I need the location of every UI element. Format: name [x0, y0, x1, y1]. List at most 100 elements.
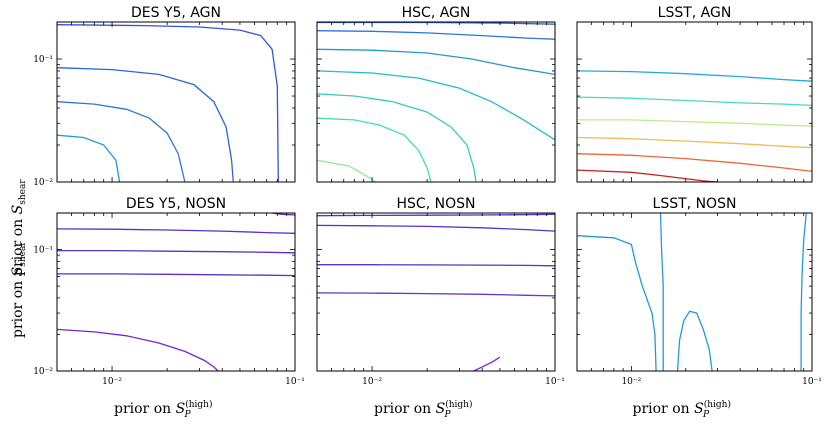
contour-line-2.50: [57, 24, 279, 182]
x-axis-label-sub: P: [443, 410, 451, 420]
y-tick-label: 10⁻²: [33, 367, 53, 377]
panel-title: HSC, NOSN: [397, 196, 476, 212]
contour-line-5.00: [317, 48, 555, 76]
x-axis-label-sup: (high): [704, 399, 731, 410]
contour-line-1.32: [57, 249, 295, 254]
contour-line-4.20: [800, 213, 807, 371]
contour-line-1.50: [317, 224, 555, 232]
contour-label: 6.00: [492, 81, 522, 105]
contour-line-4.05: [676, 310, 713, 371]
contour-label-bg: [490, 80, 524, 106]
contour-line-1.44: [57, 328, 219, 371]
contour-label-bg: [793, 289, 806, 321]
contour-lines: [57, 213, 295, 371]
contour-label: 2.50: [186, 23, 213, 38]
y-axis-label-sub: shear: [18, 179, 28, 205]
contour-label-group: 4.00: [356, 27, 388, 42]
x-axis-label-sub: P: [183, 410, 191, 420]
x-axis-label-symbol: S: [436, 401, 446, 417]
contour-line-10.00: [577, 119, 812, 127]
x-axis-label: prior on S(high) P: [114, 399, 212, 420]
x-axis-label-symbol: S: [176, 401, 186, 417]
contour-label-bg: [459, 355, 493, 381]
contour-label-group: 2.50: [183, 23, 216, 38]
contour-line-4.20: [659, 213, 664, 371]
axis-ticks: [576, 212, 813, 372]
svg-text:prior on Sshear: prior on Sshear: [10, 179, 28, 276]
panel-title: LSST, AGN: [658, 5, 732, 21]
contour-lines: [57, 24, 279, 182]
contour-label-group: 6.00: [490, 80, 525, 107]
contour-line-4.40: [577, 235, 657, 371]
contour-label-group: 7.00: [448, 101, 482, 132]
contour-label: 4.00: [139, 114, 169, 140]
panel-1: 2.50 3.50 4.00 10⁻¹ 10⁻² DES Y5, AGN: [33, 5, 296, 188]
contour-lines: [577, 70, 812, 182]
y-axis-label-sub: shear: [18, 241, 28, 267]
panel-frame: [576, 212, 813, 372]
contour-line-6.00: [577, 70, 812, 82]
x-axis-label: prior on S(high) P: [633, 399, 731, 420]
contour-line-1.26: [57, 228, 295, 234]
y-tick-label: 10⁻²: [33, 178, 53, 188]
contour-line-1.95: [473, 356, 501, 371]
x-tick-label: 10⁻²: [102, 377, 122, 387]
axis-ticks: [56, 21, 296, 183]
panel-frame: [56, 21, 296, 183]
contour-line-1.38: [57, 273, 295, 277]
panel-frame: [56, 212, 296, 372]
x-axis-label-prefix: prior on: [114, 401, 176, 417]
contour-label: 4.20: [793, 291, 807, 318]
contour-label-group: 5.00: [418, 47, 451, 64]
panel-title: DES Y5, AGN: [131, 5, 221, 21]
contour-line-1.35: [317, 213, 555, 217]
contour-label-bg: [185, 103, 215, 136]
panel-title: LSST, NOSN: [653, 196, 737, 212]
x-tick-label: 10⁻²: [621, 377, 641, 387]
contour-line-1.80: [317, 292, 555, 297]
axis-ticks: [316, 21, 556, 183]
axis-ticks: [576, 21, 813, 183]
y-tick-label: 10⁻¹: [33, 55, 53, 65]
contour-line-14.00: [577, 153, 812, 173]
contour-label-group: 4.20: [793, 289, 807, 321]
contour-label-bg: [448, 101, 481, 131]
x-axis-label-sup: (high): [445, 399, 472, 410]
y-axis-label: prior on Sshear: [10, 241, 28, 338]
contour-label: 7.00: [450, 103, 480, 131]
x-axis-label-symbol: S: [694, 401, 704, 417]
panel-title: DES Y5, NOSN: [126, 196, 226, 212]
y-axis-label-symbol: S: [10, 267, 26, 277]
contour-label: 4.00: [359, 27, 386, 42]
contour-line-unlabeled-6: [317, 159, 377, 182]
contour-lines: [577, 213, 807, 371]
contour-line-4.00: [317, 30, 555, 40]
contour-line-unlabeled-0: [317, 22, 555, 25]
contour-line-12.00: [577, 136, 812, 149]
panel-title: HSC, AGN: [402, 5, 471, 21]
contour-line-16.00: [577, 169, 718, 182]
axis-ticks: [56, 212, 296, 372]
contour-line-7.00: [317, 93, 477, 182]
contour-line-1.65: [317, 264, 555, 267]
panel-frame: [576, 21, 813, 183]
contour-label: 3.50: [186, 105, 213, 135]
panel-2: 4.00 5.00 6.00 7.00 8.00 HSC, AGN: [316, 5, 556, 183]
contour-line-8.00: [317, 117, 432, 182]
x-tick-label: 10⁻¹: [802, 377, 822, 387]
x-tick-label: 10⁻²: [362, 377, 382, 387]
contour-line-8.00: [577, 96, 812, 107]
contour-line-4.00: [57, 101, 186, 182]
contour-line-6.00: [317, 70, 555, 141]
contour-label-group: 3.50: [184, 103, 214, 137]
x-axis-label: prior on S(high) P: [374, 399, 472, 420]
contour-label-group: 1.95: [459, 355, 494, 382]
svg-text:prior on Sshear: prior on Sshear: [10, 241, 28, 338]
x-axis-label-prefix: prior on: [374, 401, 436, 417]
y-axis-label-symbol: S: [10, 205, 26, 215]
